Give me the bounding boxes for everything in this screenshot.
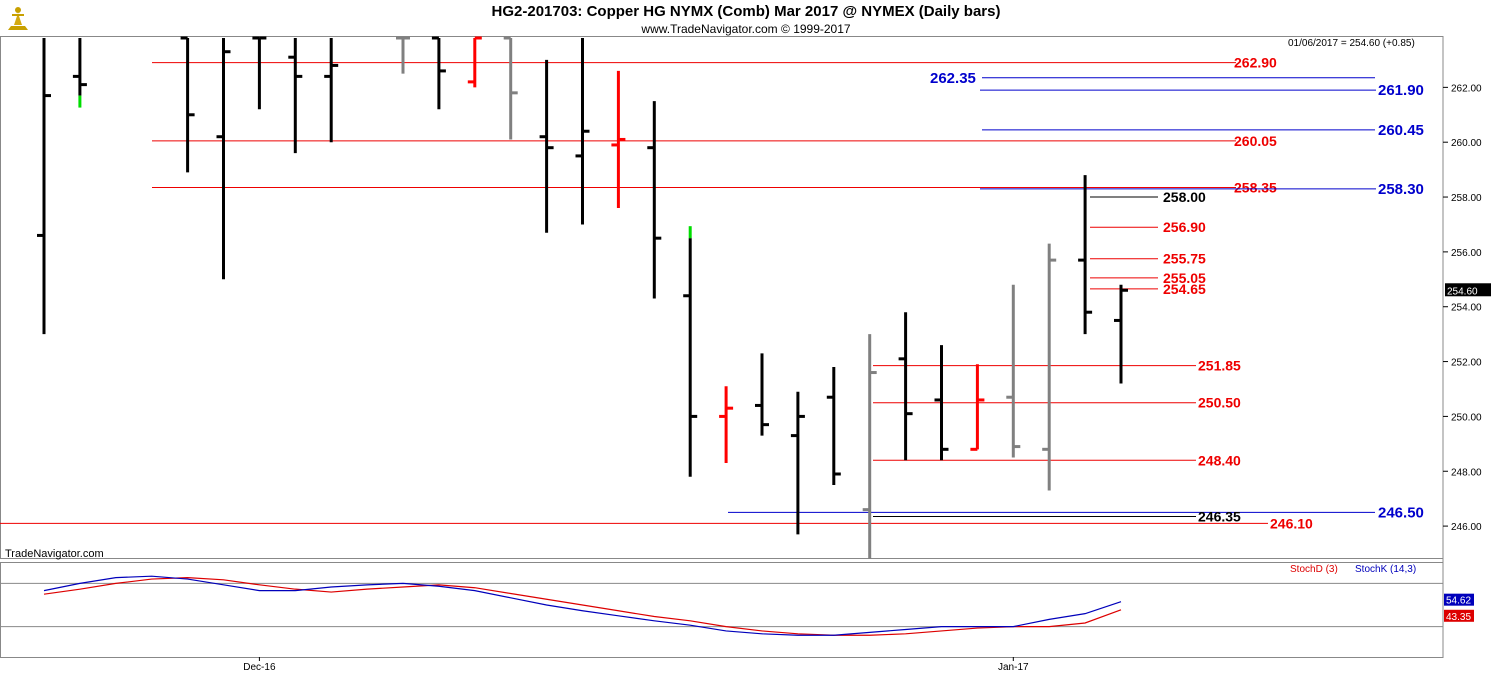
level-label: 246.50 bbox=[1378, 504, 1424, 521]
level-label: 246.35 bbox=[1198, 508, 1241, 524]
ohlc-bar bbox=[1078, 175, 1093, 335]
chart-subtitle: www.TradeNavigator.com © 1999-2017 bbox=[641, 22, 851, 36]
ohlc-bar bbox=[719, 386, 734, 464]
stoch-line-k bbox=[43, 575, 1122, 636]
y-tick-label: 262.00 bbox=[1451, 83, 1482, 94]
stoch-last-badge bbox=[1444, 609, 1474, 622]
level-label: 248.40 bbox=[1198, 452, 1241, 468]
level-label: 255.75 bbox=[1163, 251, 1206, 267]
ohlc-bar bbox=[683, 238, 698, 477]
stoch-legend-k: StochK (14,3) bbox=[1355, 564, 1416, 575]
stoch-last-label: 43.35 bbox=[1446, 612, 1471, 623]
ohlc-bar bbox=[611, 70, 626, 209]
level-label: 256.90 bbox=[1163, 219, 1206, 235]
stoch-last-badge bbox=[1444, 593, 1474, 606]
ohlc-bar bbox=[180, 36, 195, 173]
ohlc-bar bbox=[37, 38, 51, 335]
last-price-info: 01/06/2017 = 254.60 (+0.85) bbox=[1288, 38, 1415, 49]
level-label: 258.35 bbox=[1234, 179, 1277, 195]
y-tick-label: 250.00 bbox=[1451, 412, 1482, 423]
ohlc-bar bbox=[396, 36, 410, 74]
ohlc-bar bbox=[575, 38, 590, 225]
chart-title: HG2-201703: Copper HG NYMX (Comb) Mar 20… bbox=[491, 3, 1001, 20]
ohlc-bar bbox=[934, 345, 949, 461]
level-label: 261.90 bbox=[1378, 82, 1424, 99]
y-tick-label: 252.00 bbox=[1451, 358, 1482, 369]
ohlc-bar bbox=[970, 364, 985, 451]
level-label: 254.65 bbox=[1163, 281, 1206, 297]
ohlc-bar bbox=[862, 334, 877, 559]
x-axis-label: Dec-16 bbox=[243, 662, 276, 673]
ohlc-bar bbox=[755, 353, 769, 436]
level-label: 255.05 bbox=[1163, 270, 1206, 286]
y-tick-label: 254.00 bbox=[1451, 303, 1482, 314]
ohlc-bar bbox=[647, 101, 662, 299]
level-label: 258.30 bbox=[1378, 181, 1424, 198]
ohlc-bar bbox=[503, 36, 518, 140]
level-label: 251.85 bbox=[1198, 358, 1241, 374]
stoch-line-d bbox=[43, 577, 1122, 636]
level-label: 260.05 bbox=[1234, 133, 1277, 149]
level-label: 250.50 bbox=[1198, 395, 1241, 411]
y-tick-label: 256.00 bbox=[1451, 248, 1482, 259]
y-tick-label: 260.00 bbox=[1451, 138, 1482, 149]
ohlc-bar bbox=[1114, 284, 1128, 384]
level-label: 258.00 bbox=[1163, 189, 1206, 205]
stoch-panel-frame bbox=[0, 562, 1444, 658]
ohlc-bar bbox=[467, 36, 482, 88]
ohlc-bar bbox=[431, 36, 446, 110]
ohlc-bar bbox=[539, 59, 554, 233]
ohlc-bar bbox=[72, 38, 87, 108]
ohlc-bar bbox=[1042, 243, 1057, 491]
level-label: 262.35 bbox=[930, 70, 976, 87]
y-tick-label: 258.00 bbox=[1451, 193, 1482, 204]
ohlc-bar bbox=[216, 38, 231, 280]
ohlc-bar bbox=[288, 38, 303, 154]
ohlc-bar bbox=[252, 36, 267, 110]
last-price-label: 254.60 bbox=[1447, 286, 1478, 297]
ohlc-bar bbox=[324, 38, 339, 143]
x-axis-label: Jan-17 bbox=[998, 662, 1029, 673]
y-tick-label: 246.00 bbox=[1451, 522, 1482, 533]
y-tick-label: 248.00 bbox=[1451, 467, 1482, 478]
last-price-badge bbox=[1445, 283, 1491, 297]
level-label: 246.10 bbox=[1270, 515, 1313, 531]
price-panel-frame bbox=[0, 36, 1444, 559]
level-label: 262.90 bbox=[1234, 55, 1277, 71]
ohlc-bar bbox=[826, 367, 841, 485]
trader-statue-logo bbox=[8, 7, 28, 30]
ohlc-bar bbox=[790, 391, 805, 535]
level-label: 260.45 bbox=[1378, 122, 1424, 139]
stoch-legend-d: StochD (3) bbox=[1290, 564, 1338, 575]
tradenavigator-watermark: TradeNavigator.com bbox=[5, 548, 104, 560]
ohlc-bar bbox=[1006, 284, 1021, 458]
stoch-last-label: 54.62 bbox=[1446, 596, 1471, 607]
ohlc-bar bbox=[898, 312, 913, 461]
